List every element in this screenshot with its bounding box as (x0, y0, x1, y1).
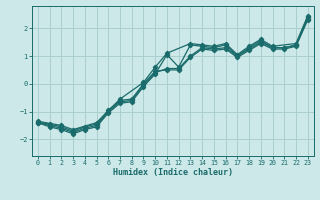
X-axis label: Humidex (Indice chaleur): Humidex (Indice chaleur) (113, 168, 233, 177)
